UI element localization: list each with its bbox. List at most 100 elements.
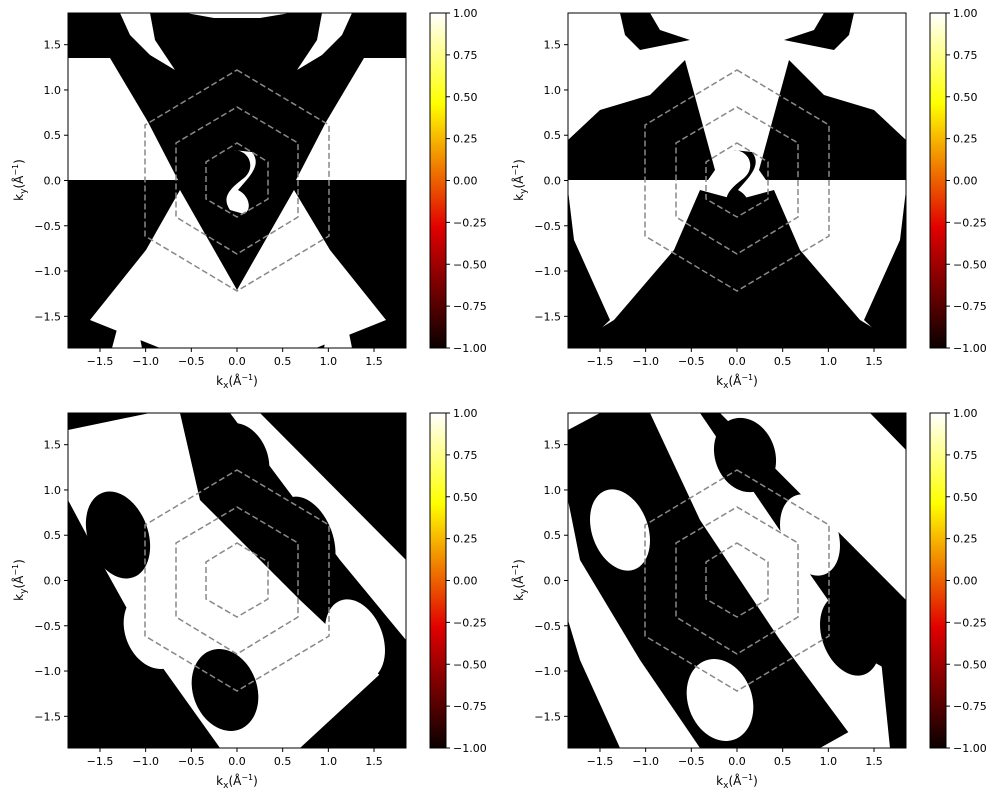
hexagons-top-left [144,69,330,292]
x-tick-label: −0.5 [178,355,205,368]
y-tick-label: 1.0 [544,484,562,497]
y-tick-label: −0.5 [34,220,61,233]
x-tick-label: −1.5 [587,755,614,768]
yaxis-bottom-right: −1.5 −1.0 −0.5 0.0 0.5 1.0 1.5 [534,439,568,723]
y-tick-label: −1.5 [534,710,561,723]
hexagon-inner [205,142,269,218]
colorbar-tick-label: 1.00 [453,7,478,20]
panel-top-left: −1.5 −1.0 −0.5 0.0 0.5 1.0 1.5 −1.5 −1.0 −0.5 0.0… [11,7,487,391]
colorbar-tick-label: 0.50 [953,491,978,504]
y-tick-label: 1.5 [544,439,562,452]
y-tick-label: 1.0 [44,84,62,97]
y-tick-label: 1.5 [544,39,562,52]
hexagon-middle [675,106,799,255]
hexagon-outer [644,469,830,692]
x-tick-label: 1.0 [820,355,838,368]
x-tick-label: 0.0 [728,755,746,768]
hexagon-middle [675,506,799,655]
colorbar-tick-label: −0.50 [453,658,487,671]
colorbar-tick-label: −0.25 [953,616,987,629]
colorbar-bottom-right: 1.00 0.75 0.50 0.25 0.00 −0.25 −0.50 −0.75 −1.00 [929,407,987,755]
x-tick-label: −0.5 [678,755,705,768]
colorbar-gradient [929,412,947,749]
ylabel: ky(Å−1) [511,159,529,201]
y-tick-label: 0.0 [544,175,562,188]
heatmap-image-bottom-right [568,413,906,748]
colorbar-gradient [929,12,947,349]
colorbar-top-right: 1.00 0.75 0.50 0.25 0.00 −0.25 −0.50 −0.75 −1.00 [929,7,987,355]
hexagons-bottom-right [644,469,830,692]
colorbar-tick-label: 0.50 [453,91,478,104]
x-tick-label: 1.5 [365,355,383,368]
xaxis-bottom-left: −1.5 −1.0 −0.5 0.0 0.5 1.0 1.5 [87,748,383,768]
colorbar-top-left: 1.00 0.75 0.50 0.25 0.00 −0.25 −0.50 −0.75 −1.00 [429,7,487,355]
x-tick-label: 0.0 [228,755,246,768]
x-tick-label: −1.0 [132,755,159,768]
colorbar-tick-label: 0.25 [953,533,978,546]
hexagon-inner [705,142,769,218]
colorbar-tick-label: 0.75 [953,449,978,462]
xlabel: kx(Å−1) [716,373,758,391]
xlabel: kx(Å−1) [216,373,258,391]
hexagon-middle [175,106,299,255]
yaxis-top-left: −1.5 −1.0 −0.5 0.0 0.5 1.0 1.5 [34,39,68,323]
colorbar-bottom-left: 1.00 0.75 0.50 0.25 0.00 −0.25 −0.50 −0.75 −1.00 [429,407,487,755]
y-tick-label: −1.0 [534,665,561,678]
x-tick-label: 1.0 [320,755,338,768]
colorbar-tick-label: 0.50 [453,491,478,504]
y-tick-label: 0.5 [44,529,62,542]
colorbar-tick-label: −0.25 [453,216,487,229]
y-tick-label: 0.0 [544,575,562,588]
colorbar-tick-label: 0.75 [453,449,478,462]
ylabel: ky(Å−1) [11,559,29,601]
colorbar-gradient [429,12,447,349]
x-tick-label: −1.5 [87,355,114,368]
ylabel: ky(Å−1) [511,559,529,601]
heatmap-image-bottom-left [68,413,406,748]
yaxis-bottom-left: −1.5 −1.0 −0.5 0.0 0.5 1.0 1.5 [34,439,68,723]
heatmap-image-top-right [568,13,906,348]
colorbar-tick-label: 0.75 [453,49,478,62]
colorbar-tick-label: −0.75 [953,700,987,713]
hexagon-middle [175,506,299,655]
hexagon-inner [205,542,269,618]
colorbar-tick-label: −0.25 [453,616,487,629]
colorbar-tick-label: 0.25 [453,533,478,546]
x-tick-label: 0.0 [228,355,246,368]
x-tick-label: 0.5 [774,355,792,368]
x-tick-label: 0.5 [274,355,292,368]
y-tick-label: 0.0 [44,175,62,188]
y-tick-label: −0.5 [534,620,561,633]
ylabel: ky(Å−1) [11,159,29,201]
x-tick-label: 1.5 [865,355,883,368]
colorbar-tick-label: 0.25 [953,133,978,146]
x-tick-label: −1.0 [132,355,159,368]
y-tick-label: −0.5 [534,220,561,233]
hexagon-outer [144,69,330,292]
x-tick-label: −1.0 [632,355,659,368]
yaxis-top-right: −1.5 −1.0 −0.5 0.0 0.5 1.0 1.5 [534,39,568,323]
hexagon-outer [144,469,330,692]
colorbar-tick-label: 0.50 [953,91,978,104]
colorbar-tick-label: −0.75 [453,300,487,313]
colorbar-tick-label: 0.25 [453,133,478,146]
y-tick-label: −1.5 [534,310,561,323]
y-tick-label: 0.5 [544,529,562,542]
y-tick-label: 1.5 [44,39,62,52]
panel-bottom-left: −1.5 −1.0 −0.5 0.0 0.5 1.0 1.5 −1.5 −1.0 −0.5 0.0… [11,407,487,791]
colorbar-tick-label: 1.00 [953,7,978,20]
colorbar-tick-label: −1.00 [953,742,987,755]
xaxis-bottom-right: −1.5 −1.0 −0.5 0.0 0.5 1.0 1.5 [587,748,883,768]
colorbar-tick-label: −0.50 [953,658,987,671]
x-tick-label: 1.0 [320,355,338,368]
xaxis-top-right: −1.5 −1.0 −0.5 0.0 0.5 1.0 1.5 [587,348,883,368]
y-tick-label: 0.5 [44,129,62,142]
colorbar-tick-label: 0.75 [953,49,978,62]
hexagon-inner [705,542,769,618]
colorbar-tick-label: −0.50 [453,258,487,271]
colorbar-tick-label: −0.50 [953,258,987,271]
y-tick-label: −1.0 [34,665,61,678]
colorbar-tick-label: 0.00 [953,575,978,588]
colorbar-tick-label: 1.00 [953,407,978,420]
